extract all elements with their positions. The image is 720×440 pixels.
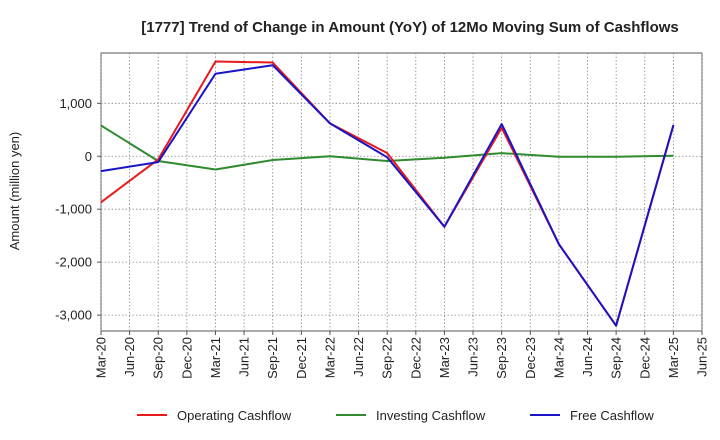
legend: Operating Cashflow Investing Cashflow Free… [137, 408, 654, 423]
x-tick-label: Mar-25 [666, 337, 681, 378]
legend-label-free-cashflow: Free Cashflow [570, 408, 654, 423]
y-axis-label: Amount (million yen) [7, 132, 22, 251]
x-tick-label: Sep-22 [380, 337, 395, 379]
free-cashflow-line [100, 64, 675, 327]
y-tick-label: 0 [85, 149, 92, 164]
x-tick-label: Sep-21 [265, 337, 280, 379]
y-axis-ticks: 1,000 0 -1,000 -2,000 -3,000 [55, 96, 101, 323]
x-tick-label: Mar-20 [94, 337, 109, 378]
x-tick-label: Sep-23 [494, 337, 509, 379]
x-tick-label: Dec-21 [294, 337, 309, 379]
x-tick-label: Jun-25 [695, 337, 710, 377]
plot-area [100, 52, 703, 332]
legend-label-investing-cashflow: Investing Cashflow [376, 408, 486, 423]
y-tick-label: 1,000 [59, 96, 92, 111]
x-tick-label: Jun-20 [122, 337, 137, 377]
grid-lines [100, 53, 703, 331]
x-tick-label: Jun-24 [580, 337, 595, 377]
y-tick-label: -1,000 [55, 202, 92, 217]
legend-label-operating-cashflow: Operating Cashflow [177, 408, 292, 423]
y-tick-label: -3,000 [55, 308, 92, 323]
x-tick-label: Jun-21 [237, 337, 252, 377]
plot-frame [100, 52, 703, 332]
investing-cashflow-line [100, 124, 674, 171]
x-tick-label: Jun-23 [466, 337, 481, 377]
x-tick-label: Sep-20 [151, 337, 166, 379]
x-tick-label: Dec-24 [637, 337, 652, 379]
series-layer [100, 60, 675, 327]
x-tick-label: Mar-24 [551, 337, 566, 378]
x-tick-label: Dec-22 [408, 337, 423, 379]
x-tick-label: Dec-23 [523, 337, 538, 379]
x-tick-label: Mar-23 [437, 337, 452, 378]
x-tick-label: Sep-24 [609, 337, 624, 379]
chart-title: [1777] Trend of Change in Amount (YoY) o… [141, 19, 679, 36]
x-tick-label: Mar-22 [322, 337, 337, 378]
x-tick-label: Dec-20 [179, 337, 194, 379]
y-tick-label: -2,000 [55, 255, 92, 270]
x-tick-label: Jun-22 [351, 337, 366, 377]
x-tick-label: Mar-21 [208, 337, 223, 378]
x-axis-ticks: Mar-20 Jun-20 Sep-20 Dec-20 Mar-21 Jun-21 Sep-… [94, 331, 710, 379]
